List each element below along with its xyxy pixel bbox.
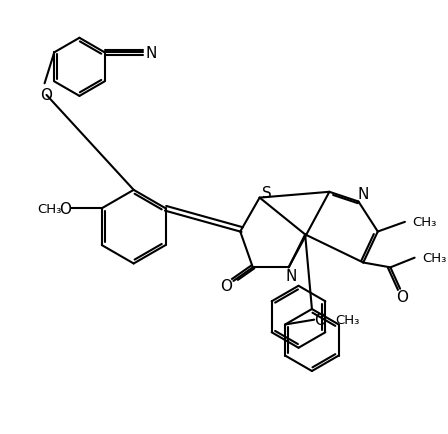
Text: N: N [146,46,157,61]
Text: CH₃: CH₃ [336,313,360,326]
Text: O: O [220,279,232,293]
Text: CH₃: CH₃ [413,216,437,229]
Text: CH₃: CH₃ [37,202,62,215]
Text: N: N [286,268,297,283]
Text: O: O [396,289,408,304]
Text: N: N [358,187,369,202]
Text: CH₃: CH₃ [422,252,447,265]
Text: O: O [314,312,326,327]
Text: S: S [263,186,272,201]
Text: O: O [40,88,52,103]
Text: O: O [59,201,71,216]
